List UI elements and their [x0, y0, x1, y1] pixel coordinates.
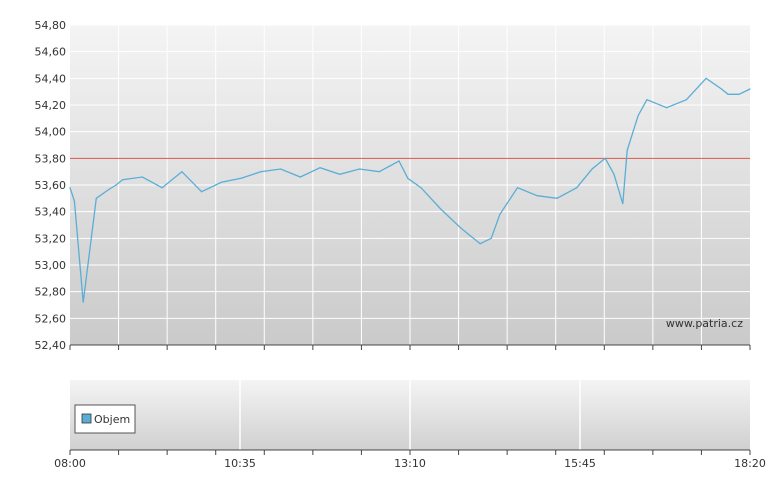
price-point: [280, 168, 282, 170]
y-tick-label: 54,60: [35, 46, 67, 59]
volume-vertical-gridlines: [239, 380, 581, 450]
price-point: [576, 187, 578, 189]
y-tick-label: 53,00: [35, 259, 67, 272]
price-point: [440, 208, 442, 210]
price-point: [613, 173, 615, 175]
y-tick-label: 52,40: [35, 339, 67, 352]
price-point: [622, 203, 624, 205]
x-tick-label: 08:00: [54, 457, 86, 470]
y-tick-label: 53,40: [35, 206, 67, 219]
price-point: [720, 88, 723, 90]
y-tick-label: 54,80: [35, 19, 67, 32]
legend-swatch: [81, 413, 92, 424]
price-point: [604, 157, 606, 159]
price-point: [240, 177, 242, 179]
price-point: [73, 200, 75, 202]
x-axis-tick-labels: 08:00 10:35 13:10 15:45 18:20: [54, 457, 766, 470]
y-tick-label: 54,40: [35, 72, 67, 85]
price-point: [420, 187, 422, 189]
price-point: [516, 187, 519, 189]
price-data-points: [69, 77, 751, 303]
price-point: [646, 99, 648, 101]
price-point: [637, 115, 639, 117]
price-point: [299, 176, 301, 178]
price-point: [666, 107, 668, 109]
price-x-axis-ticks: [69, 345, 751, 350]
x-tick-label: 10:35: [224, 457, 256, 470]
price-point: [115, 184, 117, 186]
price-point: [398, 160, 400, 162]
price-point: [407, 177, 409, 179]
y-tick-label: 52,60: [35, 312, 67, 325]
price-point: [469, 235, 471, 237]
watermark: www.patria.cz: [666, 317, 743, 330]
price-point: [749, 88, 751, 90]
y-tick-label: 53,20: [35, 232, 67, 245]
y-tick-label: 53,80: [35, 152, 67, 165]
x-tick-label: 18:20: [734, 457, 766, 470]
price-point: [141, 176, 143, 178]
price-point: [378, 171, 380, 173]
price-point: [69, 187, 71, 189]
price-point: [591, 168, 593, 170]
price-point: [536, 195, 538, 197]
price-point: [479, 243, 481, 245]
price-point: [626, 149, 628, 151]
price-point: [82, 301, 84, 303]
price-point: [556, 197, 558, 199]
price-point: [181, 171, 183, 173]
price-point: [685, 99, 688, 101]
x-tick-label: 13:10: [394, 457, 426, 470]
price-point: [161, 187, 163, 189]
price-point: [339, 173, 341, 175]
price-point: [738, 93, 740, 95]
price-point: [260, 171, 262, 173]
x-tick-label: 15:45: [564, 457, 596, 470]
price-point: [727, 93, 729, 95]
y-tick-label: 54,00: [35, 126, 67, 139]
y-tick-label: 52,80: [35, 286, 67, 299]
price-point: [705, 77, 707, 79]
y-tick-label: 53,60: [35, 179, 67, 192]
price-point: [499, 213, 501, 215]
price-point: [319, 167, 321, 169]
legend: Objem: [74, 404, 136, 434]
volume-x-axis-ticks: [69, 450, 751, 455]
price-point: [122, 179, 124, 181]
price-point: [220, 181, 222, 183]
price-point: [201, 191, 203, 193]
price-point: [490, 237, 492, 239]
price-point: [358, 168, 361, 170]
price-point: [459, 227, 462, 229]
y-tick-label: 54,20: [35, 99, 67, 112]
y-axis-tick-labels: 54,80 54,60 54,40 54,20 54,00 53,80 53,60 53,40…: [35, 19, 67, 352]
price-point: [95, 197, 97, 199]
price-point: [108, 188, 111, 190]
legend-label: Objem: [94, 413, 130, 426]
